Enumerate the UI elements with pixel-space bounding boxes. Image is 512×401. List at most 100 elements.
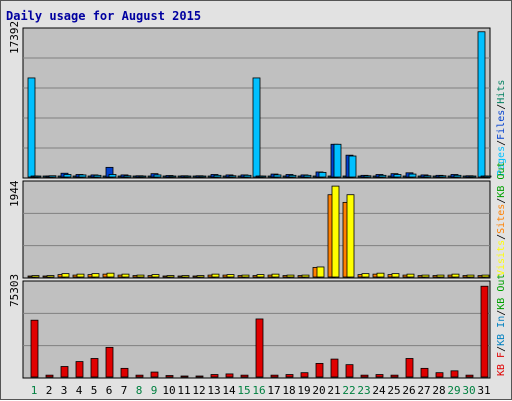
bar-hits-hits: [273, 174, 282, 178]
bar-kbytes-kb-f: [375, 374, 384, 378]
x-tick-label: 29: [447, 384, 460, 397]
legend-item: KB Out: [496, 162, 507, 198]
bar-hits-hits: [93, 174, 102, 178]
bar-hits-hits: [183, 175, 192, 178]
y-max-label: 17392: [8, 21, 21, 54]
bar-visits-visits: [346, 194, 355, 278]
bar-visits-visits: [481, 274, 490, 278]
bar-hits-hits: [408, 173, 417, 178]
bar-visits-visits: [271, 273, 280, 278]
bar-visits-visits: [241, 274, 250, 278]
bar-kbytes-kb-f: [420, 367, 429, 378]
x-tick-label: 17: [267, 384, 280, 397]
x-tick-label: 5: [91, 384, 98, 397]
legend-item: /: [496, 198, 507, 204]
bar-hits-hits: [153, 174, 162, 178]
x-tick-label: 30: [462, 384, 475, 397]
legend-item: KB F: [496, 352, 507, 376]
chart-title: Daily usage for August 2015: [6, 9, 201, 23]
bar-hits-hits: [318, 171, 327, 178]
y-max-label: 1944: [8, 180, 21, 207]
legend-item: Pages: [496, 146, 507, 176]
x-tick-label: 8: [136, 384, 143, 397]
bar-hits-hits: [213, 174, 222, 178]
x-tick-label: 18: [282, 384, 295, 397]
x-tick-label: 28: [432, 384, 445, 397]
bar-kbytes-kb-f: [45, 374, 54, 378]
bar-kbytes-kb-f: [210, 374, 219, 378]
bar-kbytes-kb-f: [90, 358, 99, 378]
bar-kbytes-kb-f: [30, 319, 39, 378]
x-tick-label: 14: [222, 384, 236, 397]
legend-item: /: [496, 234, 507, 240]
legend-item: KB Out: [496, 274, 507, 310]
bar-visits-visits: [361, 273, 370, 278]
bar-hits-hits: [48, 175, 57, 178]
legend-item: Hits: [496, 80, 507, 104]
bar-kbytes-kb-f: [225, 373, 234, 378]
x-tick-label: 4: [76, 384, 83, 397]
bar-hits-hits: [258, 175, 267, 178]
bar-kbytes-kb-f: [315, 363, 324, 378]
bar-kbytes-kb-f: [60, 366, 69, 378]
bar-kbytes-kb-f: [450, 370, 459, 378]
x-tick-label: 24: [372, 384, 386, 397]
bar-kbytes-kb-f: [135, 374, 144, 378]
y-max-label: 75303: [8, 274, 21, 307]
x-tick-label: 12: [192, 384, 205, 397]
bar-visits-visits: [421, 274, 430, 278]
bar-hits-hits: [243, 174, 252, 178]
x-tick-label: 19: [297, 384, 310, 397]
legend-item: /: [496, 310, 507, 316]
bar-kbytes-kb-f: [390, 374, 399, 378]
x-tick-label: 15: [237, 384, 250, 397]
bar-hits-hits: [288, 174, 297, 178]
bar-kbytes-kb-f: [435, 372, 444, 378]
x-tick-label: 7: [121, 384, 128, 397]
bar-hits-pages: [477, 31, 486, 178]
bar-hits-hits: [108, 174, 117, 178]
x-tick-label: 22: [342, 384, 355, 397]
x-tick-label: 31: [477, 384, 490, 397]
x-tick-label: 11: [177, 384, 190, 397]
bar-visits-visits: [136, 274, 145, 278]
x-tick-label: 2: [46, 384, 53, 397]
bar-visits-visits: [76, 273, 85, 278]
bar-hits-hits: [453, 174, 462, 178]
bar-visits-visits: [121, 273, 130, 278]
bar-hits-hits: [438, 175, 447, 178]
legend-item: /: [496, 140, 507, 146]
bar-hits-hits: [378, 174, 387, 178]
bar-hits-hits: [138, 175, 147, 178]
bar-visits-visits: [331, 185, 340, 278]
bar-visits-visits: [181, 275, 190, 278]
x-tick-label: 20: [312, 384, 325, 397]
bar-kbytes-kb-f: [270, 374, 279, 378]
bar-hits-hits: [348, 155, 357, 178]
bar-hits-hits: [393, 174, 402, 178]
bar-hits-hits: [228, 175, 237, 178]
bar-visits-visits: [406, 273, 415, 278]
bar-visits-visits: [106, 272, 115, 278]
x-tick-label: 1: [31, 384, 38, 397]
legend-item: KB In: [496, 316, 507, 346]
bar-kbytes-kb-f: [465, 374, 474, 378]
bar-kbytes-kb-f: [405, 358, 414, 378]
bar-kbytes-kb-f: [150, 371, 159, 378]
bar-visits-visits: [256, 274, 265, 278]
x-tick-label: 16: [252, 384, 265, 397]
bar-hits-hits: [168, 175, 177, 178]
bar-hits-hits: [78, 174, 87, 178]
bar-visits-visits: [226, 274, 235, 278]
bar-kbytes-kb-f: [345, 364, 354, 378]
bar-visits-visits: [211, 273, 220, 278]
x-tick-label: 23: [357, 384, 370, 397]
bar-kbytes-kb-f: [105, 346, 114, 378]
bar-hits-hits: [468, 175, 477, 178]
bar-kbytes-kb-f: [75, 361, 84, 378]
bar-hits-hits: [123, 175, 132, 178]
bar-hits-pages: [27, 77, 36, 178]
bar-kbytes-kb-f: [480, 285, 489, 378]
bar-visits-visits: [301, 274, 310, 278]
